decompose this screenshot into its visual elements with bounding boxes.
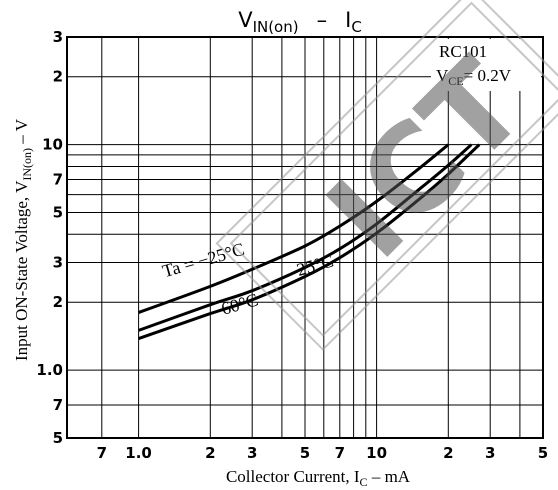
y-tick-label: 10 xyxy=(42,136,63,154)
title-i: I xyxy=(345,8,351,32)
plot-frame xyxy=(66,36,544,439)
y-tick-label: 1.0 xyxy=(36,361,63,379)
condition-v: V xyxy=(436,66,449,85)
y-tick-label: 7 xyxy=(53,171,63,189)
x-tick-label: 2 xyxy=(443,444,453,462)
device-label: RC101 xyxy=(439,42,487,61)
y-tick-label: 7 xyxy=(53,396,63,414)
x-tick-label: 2 xyxy=(205,444,215,462)
y-axis-title-post: – V xyxy=(12,118,31,148)
series-line-1 xyxy=(138,143,473,332)
x-axis-title-post: – mA xyxy=(368,467,411,486)
x-tick-label: 10 xyxy=(366,444,387,462)
condition-rest: = 0.2V xyxy=(464,66,512,85)
chart-title: VIN(on) – IC xyxy=(238,8,362,36)
title-i-sub: C xyxy=(351,18,361,36)
y-axis-title: Input ON-State Voltage, VIN(on) – V xyxy=(12,118,34,361)
curve-label-1: 25°C xyxy=(294,250,335,279)
y-axis-title-sub: IN(on) xyxy=(20,148,34,181)
x-axis-title-pre: Collector Current, I xyxy=(226,467,360,486)
x-tick-label: 3 xyxy=(247,444,257,462)
x-tick-label: 7 xyxy=(97,444,107,462)
series-line-0 xyxy=(138,143,450,314)
y-tick-label: 5 xyxy=(53,204,63,222)
y-tick-label: 3 xyxy=(53,254,63,272)
y-tick-label: 2 xyxy=(53,293,63,311)
x-tick-label: 5 xyxy=(538,444,548,462)
title-v-sub: IN(on) xyxy=(253,18,299,36)
y-tick-label: 2 xyxy=(53,68,63,86)
y-tick-label: 5 xyxy=(53,429,63,447)
x-tick-label: 5 xyxy=(300,444,310,462)
y-tick-labels: 5 7 1.0 2 3 5 7 10 2 3 xyxy=(36,28,63,447)
x-tick-label: 7 xyxy=(335,444,345,462)
y-tick-label: 3 xyxy=(53,28,63,46)
y-axis-title-pre: Input ON-State Voltage, V xyxy=(12,180,31,361)
x-tick-label: 3 xyxy=(485,444,495,462)
watermark-frame-outer xyxy=(215,0,558,351)
series-line-2 xyxy=(138,143,481,341)
watermark-frame-inner xyxy=(229,1,558,337)
legend-box-bg xyxy=(431,39,541,91)
condition-label: VCE= 0.2V xyxy=(436,66,512,88)
data-series xyxy=(138,143,481,341)
title-v: V xyxy=(238,8,253,32)
title-dash: – xyxy=(317,8,328,32)
x-axis-title: Collector Current, IC – mA xyxy=(226,467,411,489)
x-axis-title-sub: C xyxy=(360,475,368,489)
curve-label-2: 60°C xyxy=(219,289,260,318)
x-tick-label: 1.0 xyxy=(125,444,152,462)
curve-labels: Ta = −25°C 25°C60°C xyxy=(160,239,336,319)
x-tick-labels: 7 1.0 2 3 5 7 10 2 3 5 xyxy=(97,444,549,462)
condition-sub: CE xyxy=(448,74,463,88)
